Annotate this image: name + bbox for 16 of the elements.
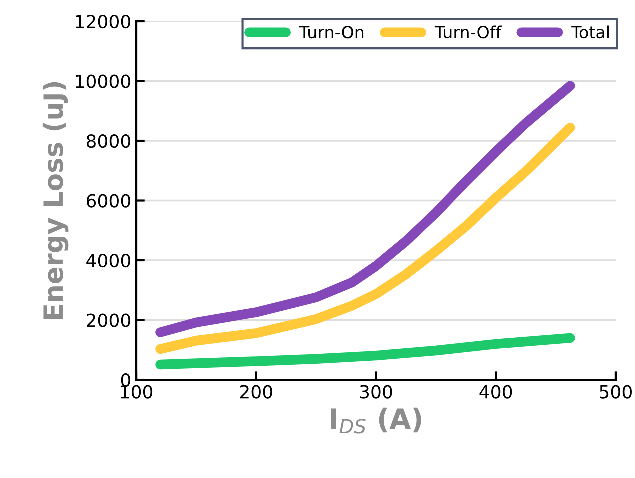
x-tick-label: 300 xyxy=(360,385,392,399)
y-tick-label: 12000 xyxy=(76,14,130,29)
x-tick-label: 500 xyxy=(600,385,632,399)
y-tick-label: 4000 xyxy=(86,254,130,268)
x-tick-label: 400 xyxy=(480,385,512,399)
y-tick-label: 8000 xyxy=(86,134,130,148)
x-tick-label: 100 xyxy=(121,385,153,399)
y-tick-label: 2000 xyxy=(87,314,130,328)
y-tick-label: 6000 xyxy=(86,194,130,208)
legend-label: Turn-On xyxy=(299,26,364,39)
legend-label: Turn-Off xyxy=(434,26,502,39)
x-tick-label: 200 xyxy=(240,385,272,399)
legend-label: Total xyxy=(572,26,609,39)
y-axis-title: Energy Loss (uJ) xyxy=(42,82,69,319)
y-tick-label: 10000 xyxy=(76,74,130,88)
x-axis-title: I$_{DS}$ (A) xyxy=(331,408,422,434)
